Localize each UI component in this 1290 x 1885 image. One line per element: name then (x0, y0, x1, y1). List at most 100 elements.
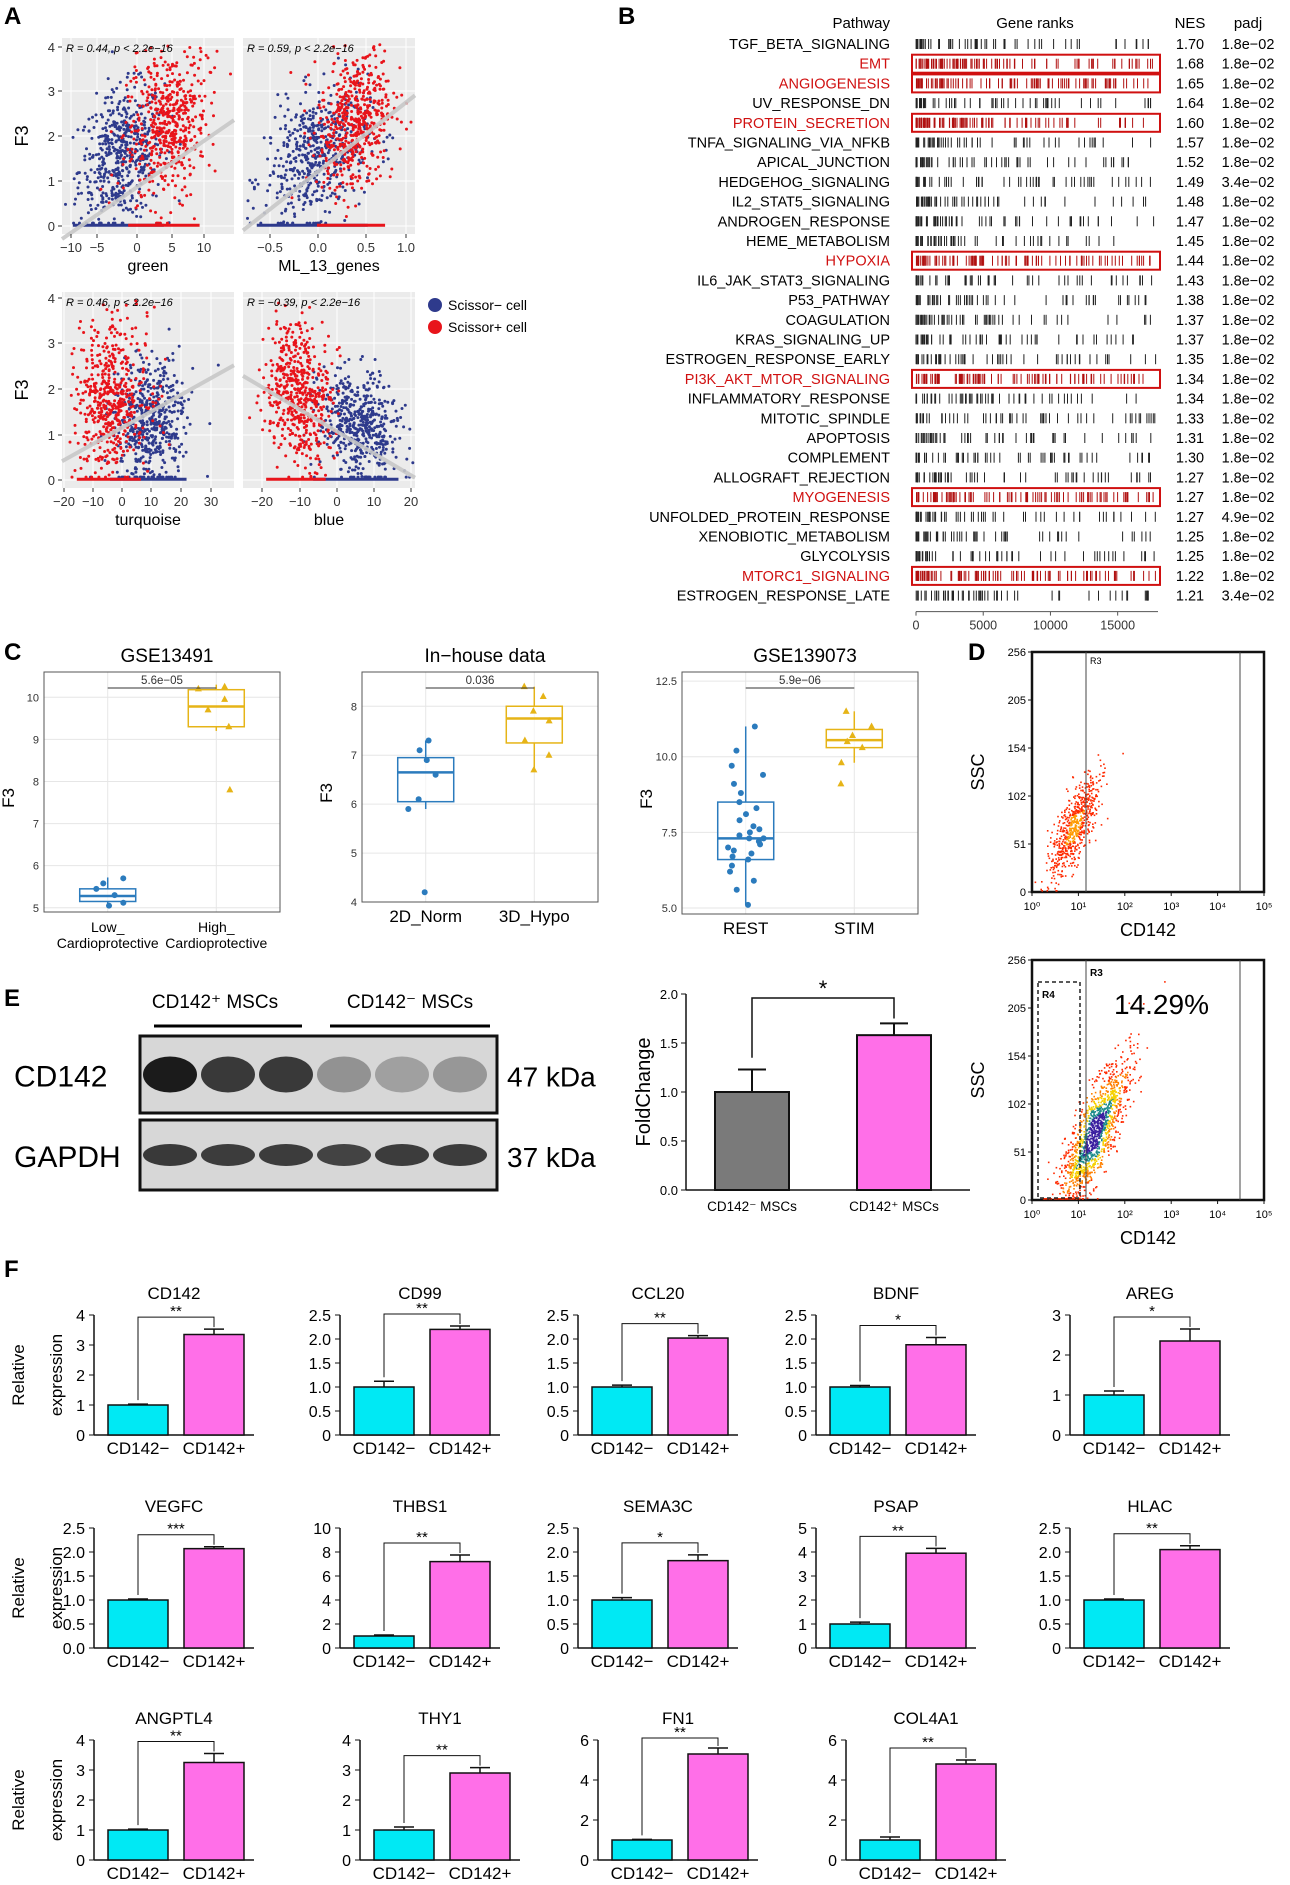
pathway-row: APICAL_JUNCTION 1.52 1.8e−02 (757, 155, 1274, 171)
point-scissor-neg (133, 131, 136, 135)
point-scissor-neg (146, 378, 149, 382)
point-scissor-pos (332, 131, 336, 135)
point-scissor-neg (161, 451, 165, 454)
point-scissor-pos (146, 469, 150, 473)
point-scissor-neg (405, 457, 409, 461)
pathway-name: IL2_STAT5_SIGNALING (732, 195, 890, 211)
point-scissor-pos (281, 359, 285, 362)
point-scissor-neg (308, 126, 312, 130)
point-scissor-pos (309, 398, 313, 402)
point-scissor-pos (304, 442, 308, 446)
point-scissor-neg (294, 137, 297, 141)
correlation-stat: R = −0.39, p < 2.2e−16 (247, 297, 361, 309)
point-scissor-neg (337, 401, 341, 405)
point-scissor-pos (115, 460, 119, 464)
point-scissor-neg (89, 191, 93, 195)
point-scissor-pos (280, 350, 284, 354)
point-scissor-neg (364, 437, 368, 441)
point-scissor-pos (159, 141, 162, 145)
point-scissor-pos (332, 62, 336, 66)
point-scissor-pos (279, 442, 283, 446)
point-scissor-pos (108, 327, 112, 331)
point-scissor-pos (158, 121, 162, 125)
point-scissor-pos (298, 335, 302, 339)
point-scissor-neg (319, 140, 323, 144)
point-scissor-pos (138, 178, 142, 182)
point-scissor-neg (314, 156, 318, 160)
point-scissor-neg (170, 419, 174, 423)
point-scissor-pos (105, 411, 109, 415)
point-scissor-pos (167, 443, 171, 447)
point-scissor-pos (400, 93, 404, 97)
point-scissor-neg (300, 160, 304, 164)
point-scissor-neg (150, 349, 154, 353)
point-scissor-pos (371, 81, 375, 85)
point-scissor-pos (157, 99, 161, 103)
point-scissor-pos (159, 102, 163, 106)
point-scissor-neg (135, 110, 138, 114)
point-scissor-neg (95, 186, 99, 190)
point-scissor-neg (291, 131, 295, 135)
point-scissor-pos (173, 64, 177, 68)
point-scissor-pos (303, 321, 307, 325)
point-scissor-neg (324, 397, 328, 401)
scatter-subplot-turquoise: R = 0.46, p < 2.2e−16−20 −10 0 10 20 30turquo… (12, 291, 235, 529)
point-scissor-pos (306, 376, 310, 380)
point-scissor-neg (285, 160, 289, 164)
point-scissor-pos (72, 366, 75, 370)
point-scissor-pos (358, 88, 361, 92)
point-scissor-pos (161, 95, 165, 99)
point-scissor-pos (142, 148, 146, 152)
point-scissor-pos (354, 204, 358, 208)
point-scissor-neg (333, 374, 337, 378)
pathway-name: TGF_BETA_SIGNALING (729, 37, 890, 53)
point-scissor-pos (90, 343, 94, 347)
point-scissor-pos (274, 309, 278, 313)
point-scissor-neg (153, 369, 157, 373)
point-scissor-neg (150, 435, 154, 439)
point-scissor-pos (104, 422, 108, 426)
point-scissor-neg (177, 445, 181, 449)
point-scissor-neg (408, 446, 412, 450)
point-scissor-pos (149, 158, 153, 162)
point-scissor-pos (209, 71, 213, 74)
point-scissor-neg (110, 189, 114, 193)
point-scissor-pos (83, 442, 87, 446)
point-scissor-pos (136, 129, 140, 133)
point-scissor-pos (284, 326, 287, 330)
x-tick-label: 0.5 (357, 240, 375, 255)
point-scissor-pos (343, 80, 347, 84)
point-scissor-pos (121, 432, 125, 436)
point-scissor-neg (343, 421, 347, 425)
point-scissor-pos (300, 311, 304, 315)
point-scissor-pos (282, 408, 286, 412)
point-scissor-pos (384, 79, 388, 83)
point-scissor-neg (147, 450, 151, 454)
point-scissor-pos (129, 125, 132, 129)
point-scissor-pos (187, 120, 191, 124)
point-scissor-pos (299, 370, 303, 374)
point-scissor-pos (339, 169, 343, 173)
point-scissor-pos (117, 351, 121, 355)
point-scissor-pos (371, 182, 374, 186)
point-scissor-pos (374, 65, 378, 69)
point-scissor-pos (191, 95, 195, 98)
point-scissor-neg (286, 202, 290, 206)
point-scissor-neg (311, 110, 315, 114)
point-scissor-pos (261, 428, 265, 432)
point-scissor-pos (356, 162, 360, 166)
point-scissor-neg (94, 207, 98, 211)
point-scissor-neg (336, 386, 340, 390)
point-scissor-neg (328, 419, 332, 423)
point-scissor-pos (362, 120, 366, 124)
point-scissor-neg (285, 178, 289, 182)
point-scissor-neg (169, 389, 173, 393)
point-scissor-pos (180, 188, 184, 192)
point-scissor-pos (321, 386, 325, 390)
point-scissor-pos (359, 77, 363, 81)
point-scissor-neg (370, 436, 374, 440)
point-scissor-pos (174, 124, 178, 128)
point-scissor-pos (148, 397, 151, 401)
padj-value: 1.8e−02 (1222, 57, 1275, 73)
point-scissor-pos (358, 151, 362, 155)
